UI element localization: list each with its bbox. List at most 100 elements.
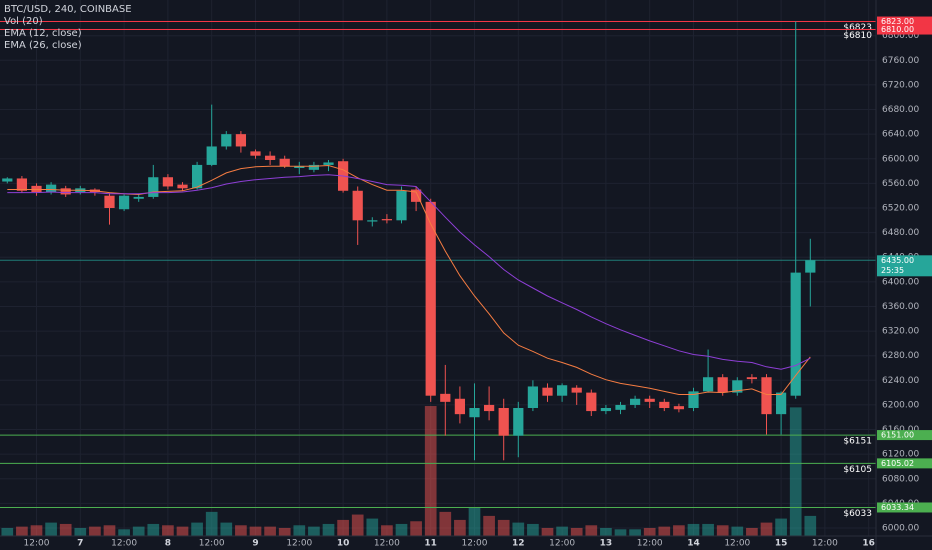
x-tick-label: 10: [337, 539, 350, 549]
y-tick-label: 6600.00: [882, 154, 919, 164]
volume-bar: [366, 518, 379, 536]
volume-bar: [789, 407, 802, 536]
countdown: 25:35: [881, 266, 904, 275]
volume-bar: [527, 523, 539, 536]
volume-bar: [381, 525, 393, 536]
candle-body: [644, 398, 655, 402]
y-tick-label: 6240.00: [882, 376, 919, 386]
candle-body: [148, 177, 159, 197]
volume-bar: [439, 511, 452, 536]
candle-body: [673, 406, 685, 410]
y-tick-label: 6560.00: [882, 179, 919, 189]
volume-bar: [45, 522, 57, 536]
level-tag-bg: [877, 430, 932, 441]
chart-title: BTC/USD, 240, COINBASE: [4, 4, 132, 15]
volume-bar: [176, 526, 189, 536]
y-tick-label: 6280.00: [882, 351, 919, 361]
candle-body: [279, 158, 290, 167]
candle-body: [702, 377, 714, 392]
level-tag: 6033.34: [881, 503, 914, 512]
volume-bar: [760, 522, 773, 536]
candle-body: [513, 408, 524, 436]
candle-body: [118, 195, 130, 210]
candle-body: [746, 377, 758, 380]
level-tag: 6810.00: [881, 25, 914, 34]
volume-bar: [16, 526, 28, 536]
level-label: $6151: [843, 437, 872, 447]
level-label: $6105: [843, 465, 872, 475]
candle-body: [659, 401, 670, 408]
x-tick-label: 12:00: [724, 539, 750, 549]
volume-bar: [235, 525, 247, 536]
volume-bar: [1, 527, 14, 536]
y-tick-label: 6360.00: [882, 302, 919, 312]
candle-body: [308, 164, 320, 170]
volume-bar: [512, 522, 525, 536]
volume-bar: [322, 523, 335, 536]
candle-body: [235, 134, 247, 147]
x-tick-label: 7: [77, 539, 83, 549]
x-tick-label: 12:00: [462, 539, 488, 549]
y-tick-label: 6760.00: [882, 56, 919, 66]
volume-bar: [570, 527, 583, 536]
candle-body: [615, 404, 626, 410]
x-tick-label: 12:00: [199, 539, 225, 549]
volume-bar: [716, 525, 729, 536]
candle-body: [206, 146, 217, 165]
candle-body: [16, 178, 28, 191]
candle-body: [60, 188, 71, 195]
volume-bar: [249, 526, 262, 536]
candle-body: [294, 166, 305, 168]
volume-bar: [731, 526, 744, 536]
x-tick-label: 12:00: [111, 539, 137, 549]
y-tick-label: 6480.00: [882, 228, 919, 238]
volume-bar: [89, 526, 101, 536]
indicator-label: EMA (26, close): [4, 40, 82, 51]
volume-bar: [278, 527, 291, 536]
x-tick-label: 12: [512, 539, 525, 549]
volume-bar: [220, 522, 233, 536]
volume-bar: [162, 525, 174, 536]
volume-bar: [541, 527, 554, 536]
candle-body: [732, 380, 743, 393]
volume-bar: [454, 519, 466, 536]
volume-bar: [118, 529, 130, 536]
last-price-tag-bg: [877, 255, 932, 277]
volume-bar: [775, 518, 787, 536]
y-tick-label: 6320.00: [882, 327, 919, 337]
volume-bar: [643, 527, 656, 536]
candle-body: [527, 386, 539, 408]
candle-body: [688, 391, 699, 408]
candle-body: [352, 190, 363, 221]
candle-body: [323, 162, 334, 165]
level-tag-bg: [877, 16, 932, 27]
ema-line: [7, 174, 811, 370]
volume-bar: [702, 523, 714, 536]
y-tick-label: 6800.00: [882, 31, 919, 41]
candle-body: [104, 195, 115, 208]
candle-body: [805, 260, 816, 273]
volume-bar: [395, 523, 408, 536]
volume-bar: [264, 526, 276, 536]
candle-body: [775, 392, 787, 415]
x-tick-label: 14: [687, 539, 700, 549]
y-tick-label: 6680.00: [882, 105, 919, 115]
x-tick-label: 11: [424, 539, 437, 549]
volume-bar: [74, 527, 87, 536]
candle-body: [221, 134, 232, 147]
volume-bar: [132, 526, 145, 536]
volume-bar: [600, 527, 612, 536]
candle-body: [790, 272, 801, 396]
x-tick-label: 13: [600, 539, 613, 549]
candle-body: [396, 190, 407, 221]
candle-body: [483, 404, 495, 412]
x-tick-label: 12:00: [24, 539, 50, 549]
candle-body: [31, 185, 42, 192]
candle-body: [556, 385, 568, 396]
indicator-label: EMA (12, close): [4, 28, 82, 39]
x-tick-label: 12:00: [549, 539, 575, 549]
volume-bar: [59, 523, 72, 536]
level-tag: 6151.00: [881, 431, 914, 440]
y-tick-label: 6720.00: [882, 80, 919, 90]
volume-bar: [351, 514, 364, 536]
